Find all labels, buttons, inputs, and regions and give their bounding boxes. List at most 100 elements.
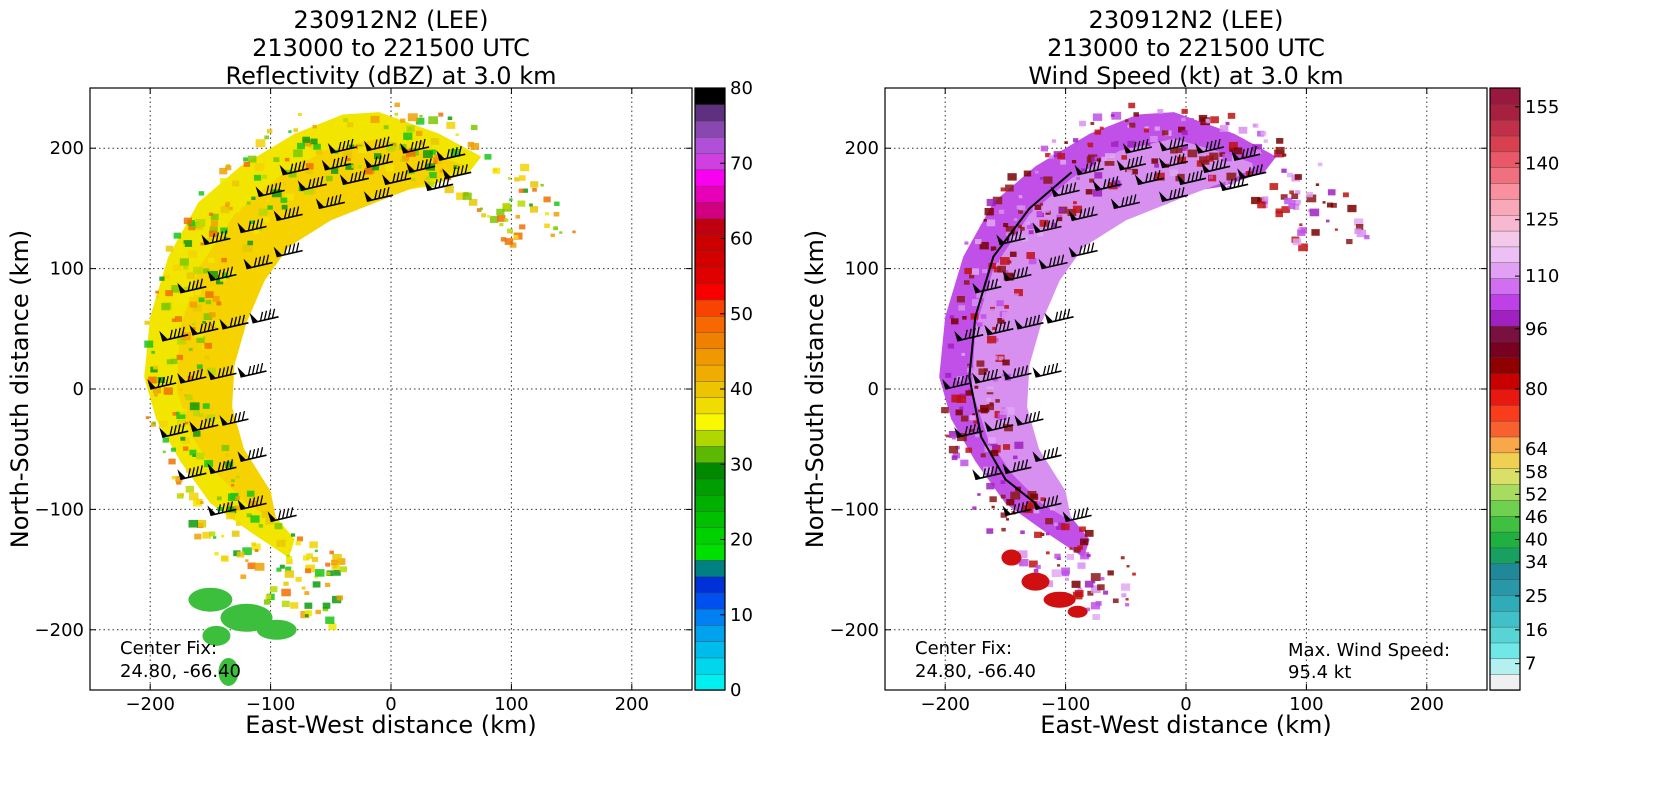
wind-barb-pennant [1032,451,1041,462]
wind-barb [159,326,189,342]
echo-speckle [183,265,189,270]
wind-barb-flag [1052,256,1057,266]
echo-speckle [1111,111,1122,120]
echo-speckle [188,224,196,231]
wind-barb-pennant [984,421,993,432]
echo-band-inner [971,138,1259,522]
wind-barb-shaft [1161,160,1189,169]
echo-speckle [1176,156,1187,164]
colorbar-tick-label: 16 [1525,620,1548,641]
echo-speckle [996,281,1000,285]
echo-speckle [999,408,1008,415]
echo-speckle [400,118,406,123]
echo-speckle [221,257,227,263]
wind-barb-shaft [1041,261,1068,270]
wind-barb [363,136,394,152]
colorbar-segment [694,348,726,366]
wind-barb-flag [259,218,264,228]
echo-speckle [192,499,202,507]
wind-barb-flag [378,138,382,148]
wind-barb-flag [1233,178,1237,188]
wind-barb-shaft [1065,514,1092,523]
wind-barb-shaft [1203,165,1231,174]
wind-barb-flag [350,138,354,149]
wind-barb [363,187,394,202]
wind-barb-shaft [975,285,1002,294]
echo-speckle [251,542,257,547]
echo-speckle [405,170,411,175]
wind-barb-flag [229,459,234,469]
echo-speckle [1110,114,1115,117]
wind-barb-shaft [210,508,237,517]
echo-speckle [1364,235,1370,240]
echo-speckle [428,116,439,125]
wind-barb-flag [207,321,211,331]
wind-barbs-panel-2 [942,136,1267,523]
echo-speckle [199,501,204,504]
wind-barb-flag [442,177,446,187]
echo-speckle [1034,204,1042,210]
echo-speckle [1000,480,1006,485]
wind-barb-flag [994,278,998,288]
wind-barb-shaft [1221,183,1249,192]
wind-barb-shaft [439,153,466,161]
wind-barb-flag [404,170,408,180]
wind-barb-pennant [972,282,981,293]
wind-barb-flag [1084,163,1089,173]
wind-barb-shaft [240,370,267,378]
wind-barb-flag [982,468,986,478]
echo-speckle [175,476,183,482]
echo-speckle [1131,129,1135,133]
panel-2-x-axis-label: East-West distance (km) [1040,711,1331,739]
colorbar-segment [694,527,726,545]
echo-speckle [1060,159,1067,165]
wind-barb [1032,362,1062,378]
wind-barb-pennant [249,312,258,323]
echo-speckle [1004,304,1009,309]
echo-speckle [185,394,193,401]
wind-barb-flag [199,419,203,430]
echo-speckle [941,407,949,414]
echo-speckle [207,237,212,242]
wind-barb-flag [1191,172,1195,182]
echo-speckle [468,198,478,206]
echo-speckle [1208,175,1214,179]
wind-barb-flag [1046,497,1051,507]
wind-barb-pennant [1014,415,1023,426]
echo-speckle [189,449,197,456]
echo-speckle [309,541,318,549]
echo-speckle [210,220,219,227]
wind-barb [297,176,327,192]
wind-barb-flag [1086,207,1091,217]
wind-barb-flag [229,266,234,276]
echo-speckle [161,303,171,311]
echo-speckle [1091,580,1096,584]
echo-speckle [1186,117,1194,124]
wind-barb-flag [283,245,288,255]
wind-barb-flag [1259,164,1263,174]
wind-barb [237,495,267,511]
wind-barb-shaft [1017,322,1044,330]
echo-speckle [1347,204,1357,213]
echo-speckle [401,155,410,162]
wind-barb-flag [287,244,292,254]
echo-speckle [148,376,157,384]
wind-barb-flag [1032,411,1037,422]
wind-barb-flag [221,367,226,377]
wind-speed-contour-line [968,171,1073,505]
wind-barb-flag [161,376,165,387]
wind-barb-flag [165,375,169,386]
wind-barb-flag [964,374,968,385]
wind-barb-flag [169,374,173,385]
echo-speckle [1076,176,1080,180]
echo-speckle [1073,546,1081,553]
echo-speckle [1003,223,1009,228]
wind-barb-flag [1024,365,1029,375]
wind-barb-flag [1050,496,1055,506]
wind-barb [1110,194,1140,210]
echo-speckle [198,413,204,417]
wind-barb-shaft [366,194,394,202]
echo-speckle [1010,235,1017,241]
wind-barb-flag [255,448,260,458]
